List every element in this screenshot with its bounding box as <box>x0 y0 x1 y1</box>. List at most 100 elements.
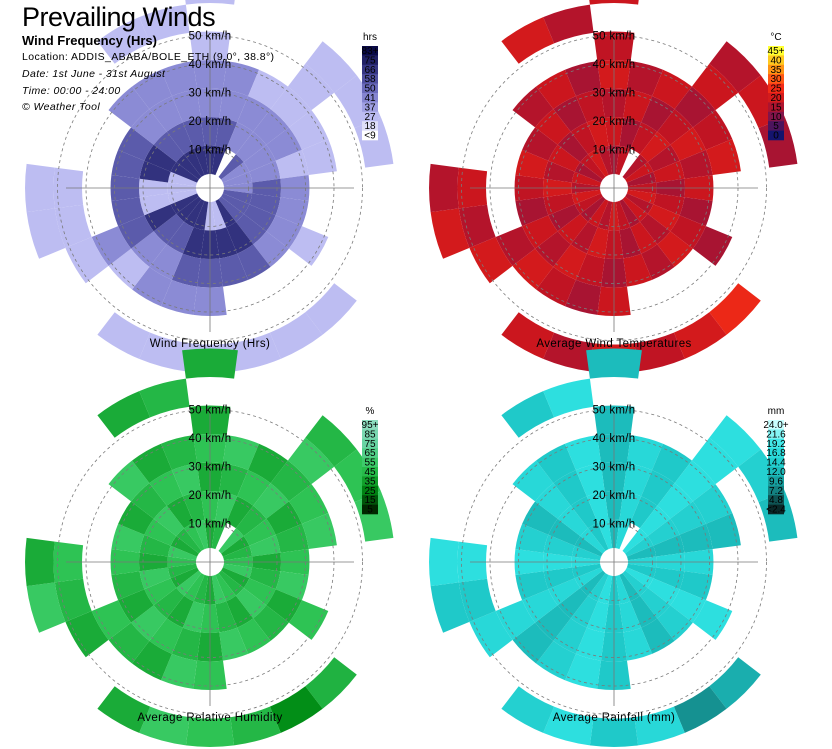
wind-cell <box>153 505 185 537</box>
wind-cell <box>570 221 598 254</box>
legend-label: 5 <box>367 505 373 516</box>
ring-label: 50 km/h <box>188 405 231 417</box>
wind-cell <box>536 69 576 110</box>
chart-title: Wind Frequency (Hrs) <box>150 338 270 350</box>
wind-cell <box>597 200 613 231</box>
wind-cell <box>630 595 658 628</box>
wind-cell <box>161 279 197 315</box>
wind-cell <box>597 574 613 605</box>
wind-cell <box>543 567 575 590</box>
wind-cell <box>657 605 693 641</box>
legend-label: 45 <box>364 467 376 478</box>
wind-cell <box>111 197 145 227</box>
ring-label: 20 km/h <box>188 116 231 128</box>
wind-cell <box>301 513 337 549</box>
wind-cell <box>641 244 675 280</box>
wind-cell <box>171 89 201 123</box>
legend-label: 10 <box>770 112 782 123</box>
wind-cell <box>630 496 658 529</box>
wind-cell <box>215 117 238 149</box>
legend-swatch <box>362 420 378 430</box>
polar-chart-1: 10 km/h 20 km/h 30 km/h 40 km/h 50 km/h Wind … <box>25 0 394 373</box>
wind-cell <box>185 717 235 747</box>
legend-label: 25 <box>364 486 376 497</box>
wind-cell <box>153 213 185 245</box>
wind-cell <box>270 86 312 128</box>
wind-cell <box>161 61 197 97</box>
legend-swatch <box>362 438 378 449</box>
wind-cell <box>522 589 558 623</box>
legend-swatch <box>768 495 784 505</box>
wind-cell <box>639 213 671 245</box>
wind-cell <box>108 460 150 502</box>
legend-label: 7.2 <box>769 486 783 497</box>
wind-cell <box>625 193 654 214</box>
wind-cell <box>625 567 654 588</box>
speed-ring <box>461 35 767 341</box>
wind-cell <box>182 601 205 633</box>
wind-cell <box>132 443 172 484</box>
wind-cell <box>615 200 631 231</box>
page-subtitle: Wind Frequency (Hrs) <box>22 33 157 48</box>
wind-cell <box>679 149 713 179</box>
chart-title: Average Rainfall (mm) <box>553 712 676 724</box>
polar-chart-2: 10 km/h 20 km/h 30 km/h 40 km/h 50 km/h Avera… <box>429 0 798 373</box>
wind-cell <box>288 226 329 266</box>
wind-cell <box>144 578 177 606</box>
wind-cell <box>458 578 496 622</box>
wind-cell <box>171 463 201 497</box>
legend-label: 35 <box>770 65 782 76</box>
wind-cell <box>543 193 575 216</box>
wind-cell <box>182 348 238 379</box>
wind-cell <box>221 536 250 557</box>
wind-cell <box>575 89 605 123</box>
wind-cell <box>522 501 558 535</box>
wind-cell <box>226 122 254 155</box>
wind-cell <box>557 505 589 537</box>
legend-swatch <box>768 429 784 440</box>
wind-cell <box>692 484 733 524</box>
legend-label: 50 <box>364 84 376 95</box>
wind-cell <box>565 61 601 97</box>
wind-cell <box>269 312 323 359</box>
legend-swatch <box>362 467 378 477</box>
legend-label: 35 <box>364 476 376 487</box>
wind-cell <box>619 227 642 259</box>
wind-cell <box>118 501 154 535</box>
wind-cell <box>543 378 594 418</box>
legend-unit: °C <box>770 32 781 43</box>
wind-cell <box>557 587 589 619</box>
ring-label: 10 km/h <box>592 145 635 157</box>
wind-cell <box>536 443 576 484</box>
legend-swatch <box>768 102 784 113</box>
legend-swatch <box>362 457 378 468</box>
wind-cell <box>589 717 639 747</box>
wind-cell <box>575 463 605 497</box>
wind-cell <box>692 110 733 150</box>
legend-swatch <box>362 495 378 505</box>
wind-cell <box>270 460 312 502</box>
legend-label: 85 <box>364 429 376 440</box>
wind-cell <box>588 148 609 177</box>
wind-cell <box>249 193 281 216</box>
wind-cell <box>215 227 238 259</box>
wind-cell <box>235 213 267 245</box>
wind-cell <box>522 215 558 249</box>
wind-cell <box>193 145 209 176</box>
wind-cell <box>139 378 190 418</box>
wind-cell <box>237 96 271 132</box>
date-label: Date: 1st June - 31st August <box>22 68 166 80</box>
legend-unit: % <box>366 406 375 417</box>
wind-cell <box>709 41 761 93</box>
wind-cell <box>588 573 609 602</box>
wind-cell <box>305 657 357 709</box>
wind-cell <box>275 523 309 553</box>
color-legend: mm 24.0+21.619.216.814.412.09.67.24.8<2.4 <box>763 406 788 516</box>
legend-swatch <box>768 55 784 66</box>
wind-cell <box>430 582 470 633</box>
wind-cell <box>512 460 554 502</box>
wind-cell <box>571 189 602 205</box>
wind-cell <box>543 706 594 746</box>
legend-label: 95+ <box>362 420 379 431</box>
wind-cell <box>495 226 536 266</box>
